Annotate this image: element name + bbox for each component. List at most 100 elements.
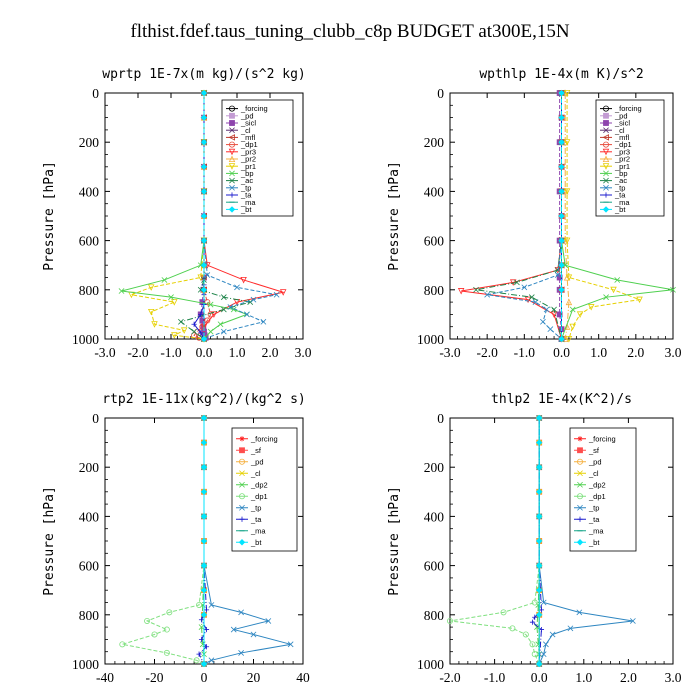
y-tick-label: 600 bbox=[424, 559, 445, 574]
legend-label: _pd bbox=[588, 457, 602, 466]
data-point bbox=[207, 301, 214, 308]
data-point bbox=[287, 641, 294, 648]
legend-swatch-marker bbox=[239, 504, 245, 511]
data-point bbox=[200, 513, 208, 520]
data-point bbox=[203, 644, 210, 650]
data-point bbox=[558, 139, 565, 146]
data-point bbox=[556, 311, 563, 318]
legend-swatch-marker bbox=[577, 470, 583, 477]
data-point bbox=[562, 262, 569, 269]
data-point bbox=[540, 651, 547, 658]
data-point bbox=[565, 274, 573, 281]
legend-swatch-marker bbox=[577, 436, 583, 442]
data-point bbox=[200, 114, 208, 121]
legend-swatch-marker bbox=[603, 184, 609, 191]
x-tick-label: 2.0 bbox=[627, 345, 644, 360]
data-point bbox=[200, 464, 208, 471]
legend-label: _ac bbox=[614, 176, 627, 185]
data-point bbox=[563, 139, 571, 146]
legend-label: _pr2 bbox=[240, 155, 256, 164]
y-tick-label: 1000 bbox=[417, 332, 444, 347]
data-point bbox=[204, 299, 211, 306]
x-tick-label: -40 bbox=[96, 670, 114, 685]
data-point bbox=[473, 286, 479, 293]
data-point bbox=[522, 631, 529, 638]
panel-4: thlp2 1E-4x(K^2)/s -2.0 -1.0 0.0 1.0 2.0 3.0 0 2… bbox=[387, 392, 682, 685]
data-point bbox=[196, 601, 203, 608]
y-tick-label: 800 bbox=[79, 283, 100, 298]
data-point bbox=[208, 602, 215, 608]
x-tick-label: -1.0 bbox=[160, 345, 182, 360]
legend-swatch-marker bbox=[603, 105, 610, 112]
series-group bbox=[446, 414, 636, 668]
data-point bbox=[536, 464, 543, 471]
legend-label: _bt bbox=[240, 205, 252, 214]
data-point bbox=[536, 488, 543, 495]
data-point bbox=[191, 321, 197, 327]
data-point bbox=[500, 609, 507, 616]
data-point bbox=[670, 286, 676, 293]
data-point bbox=[558, 89, 565, 97]
data-point bbox=[532, 299, 539, 305]
data-point bbox=[161, 277, 168, 283]
legend-label: _ac bbox=[240, 176, 253, 185]
legend-label: _pr1 bbox=[614, 162, 630, 171]
data-point bbox=[200, 660, 208, 668]
panel-2: wpthlp 1E-4x(m K)/s^2 -3.0 -2.0 -1.0 0.0 1.0 2… bbox=[387, 67, 682, 360]
legend-label: _cl bbox=[250, 469, 261, 478]
data-point bbox=[535, 602, 542, 608]
data-point bbox=[230, 306, 237, 313]
y-tick-label: 600 bbox=[79, 234, 100, 249]
y-tick-label: 400 bbox=[424, 184, 445, 199]
plot-frame bbox=[449, 417, 674, 665]
legend-label: _forcing bbox=[240, 104, 268, 113]
legend-label: _pr1 bbox=[240, 162, 256, 171]
y-tick-label: 200 bbox=[79, 135, 100, 150]
legend-swatch-marker bbox=[577, 504, 583, 511]
legend-label: _forcing bbox=[250, 434, 278, 443]
legend-label: _dp1 bbox=[588, 492, 606, 501]
legend-label: _dp2 bbox=[588, 480, 606, 489]
data-point bbox=[227, 304, 234, 310]
data-point bbox=[244, 311, 250, 318]
legend-label: _pd bbox=[250, 457, 264, 466]
data-point bbox=[536, 439, 543, 446]
data-point bbox=[536, 513, 543, 520]
data-point bbox=[558, 262, 565, 269]
data-point bbox=[563, 237, 571, 245]
data-point bbox=[636, 296, 643, 304]
legend-swatch-marker bbox=[239, 516, 245, 522]
data-point bbox=[576, 609, 583, 616]
x-tick-label: 1.0 bbox=[575, 670, 592, 685]
data-point bbox=[521, 284, 528, 291]
data-point bbox=[196, 651, 202, 657]
data-point bbox=[198, 624, 205, 630]
x-tick-label: -20 bbox=[146, 670, 164, 685]
series-line-pr1 bbox=[129, 93, 205, 340]
figure-title: flthist.fdef.taus_tuning_clubb_c8p BUDGE… bbox=[130, 21, 570, 42]
legend-swatch-marker bbox=[229, 170, 235, 177]
legend-box bbox=[221, 99, 294, 217]
y-tick-label: 600 bbox=[79, 559, 100, 574]
legend-label: _bt bbox=[250, 538, 262, 547]
legend-swatch-marker bbox=[603, 120, 609, 126]
data-point bbox=[220, 328, 227, 335]
legend-swatch-marker bbox=[228, 148, 236, 156]
legend-swatch-marker bbox=[603, 141, 610, 148]
legend-label: _dp1 bbox=[250, 492, 268, 501]
legend-swatch-marker bbox=[238, 458, 245, 465]
data-point bbox=[204, 272, 211, 278]
data-point bbox=[563, 274, 571, 281]
data-point bbox=[536, 611, 543, 618]
panel-title: wpthlp 1E-4x(m K)/s^2 bbox=[479, 67, 643, 82]
y-axis-label: Pressure [hPa] bbox=[387, 486, 402, 596]
legend-label: _pr3 bbox=[614, 147, 630, 156]
panel-title: thlp2 1E-4x(K^2)/s bbox=[491, 392, 632, 407]
legend: _forcing_pd_sicl_cl_mfl_dp1_pr3_pr2_pr1_… bbox=[595, 99, 665, 217]
data-point bbox=[536, 537, 543, 545]
data-point bbox=[163, 626, 170, 633]
legend-swatch-marker bbox=[238, 539, 246, 546]
series-line-dp1 bbox=[122, 418, 205, 665]
panel-3: rtp2 1E-11x(kg^2)/(kg^2 s)-40 -20 0 20 40020… bbox=[42, 392, 310, 685]
